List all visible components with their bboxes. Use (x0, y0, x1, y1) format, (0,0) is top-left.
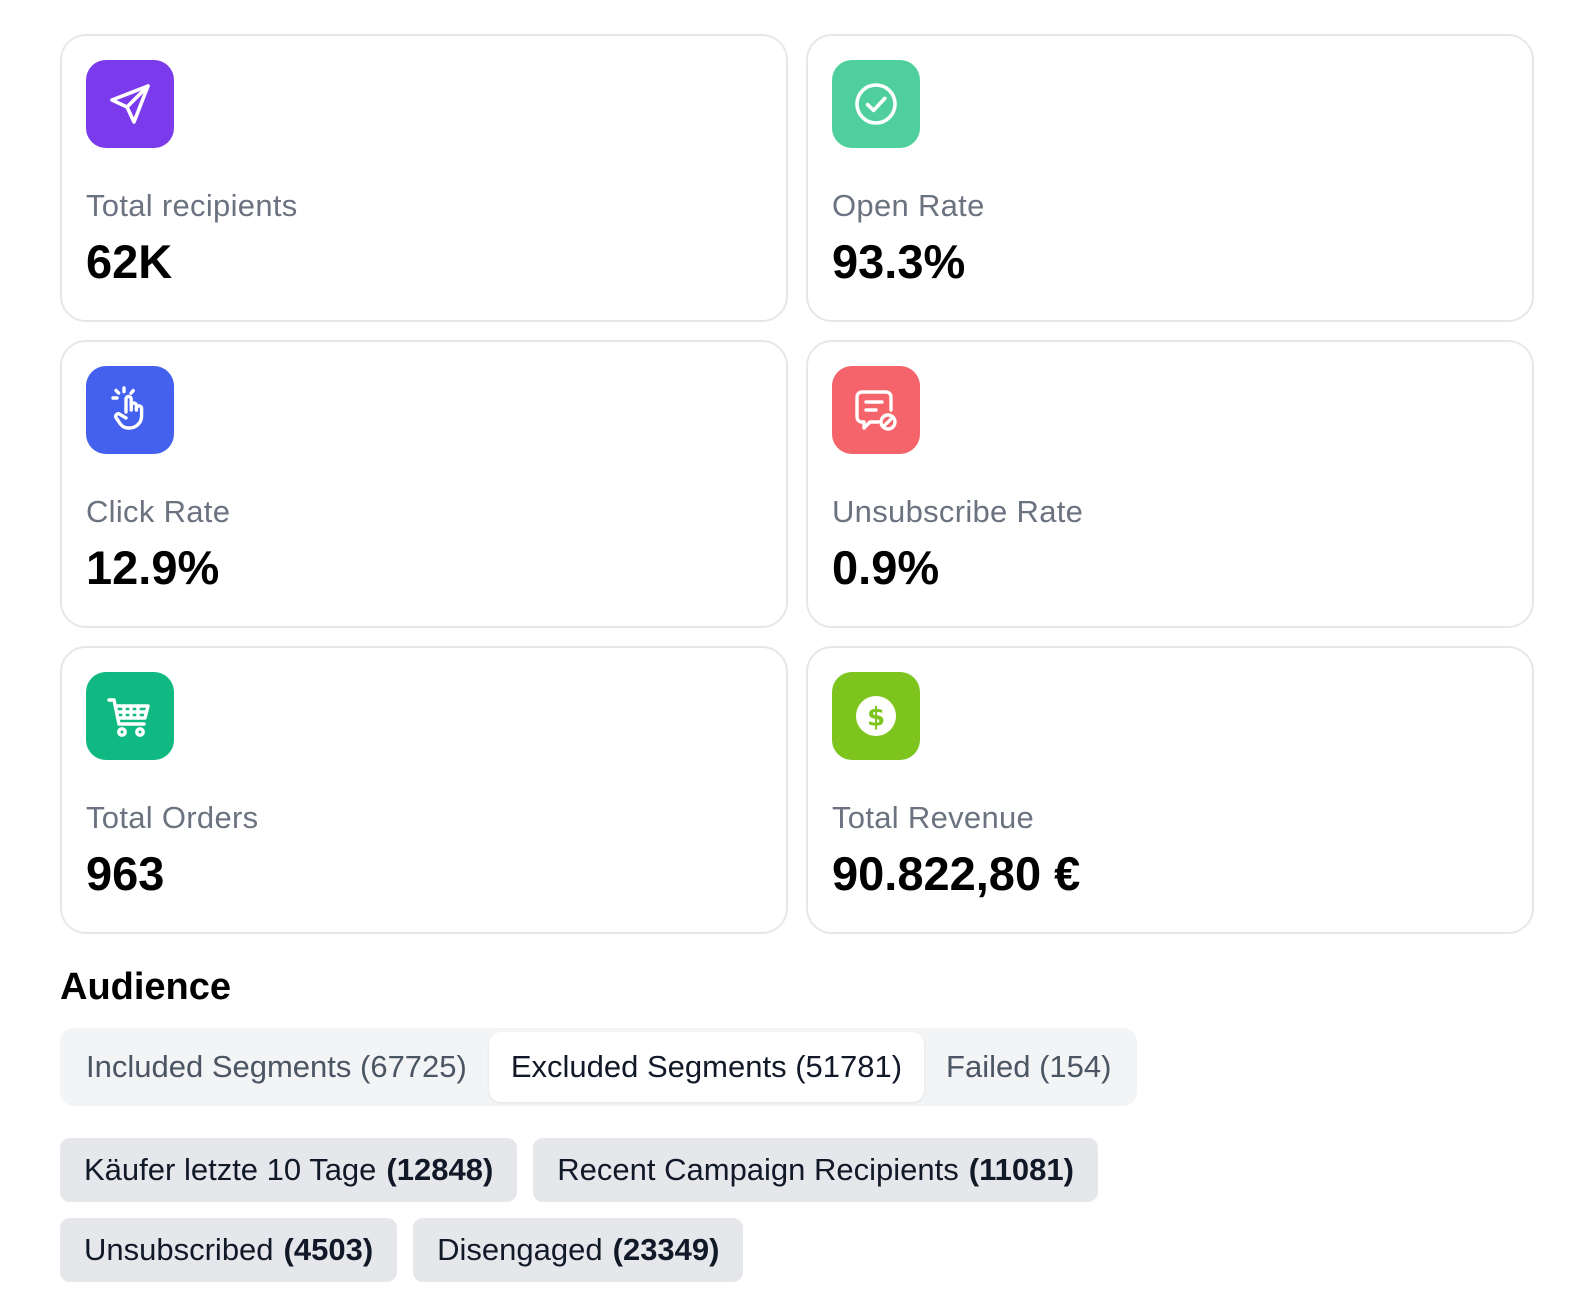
segment-name: Käufer letzte 10 Tage (84, 1152, 377, 1187)
click-hand-icon (86, 366, 174, 454)
audience-tabs: Included Segments (67725) Excluded Segme… (60, 1028, 1138, 1106)
segment-count: (12848) (386, 1152, 494, 1187)
stat-card-total-recipients: Total recipients 62K (60, 34, 788, 322)
stat-card-unsubscribe-rate: Unsubscribe Rate 0.9% (806, 340, 1534, 628)
segment-chip: Unsubscribed (4503) (60, 1218, 398, 1282)
segment-name: Unsubscribed (84, 1232, 274, 1267)
send-icon (86, 60, 174, 148)
segment-name: Disengaged (437, 1232, 603, 1267)
segment-chip: Käufer letzte 10 Tage (12848) (60, 1138, 518, 1202)
svg-text:$: $ (867, 703, 885, 733)
stat-card-total-orders: Total Orders 963 (60, 646, 788, 934)
audience-title: Audience (60, 966, 232, 1008)
stat-value: 90.822,80 € (832, 847, 1081, 900)
stat-label: Open Rate (832, 188, 985, 223)
stat-value: 62K (86, 235, 173, 288)
segment-chips: Käufer letzte 10 Tage (12848) Recent Cam… (60, 1138, 1260, 1282)
tab-included-segments[interactable]: Included Segments (67725) (86, 1049, 467, 1084)
tab-failed[interactable]: Failed (154) (946, 1049, 1112, 1084)
stat-value: 0.9% (832, 541, 940, 594)
stat-label: Click Rate (86, 494, 231, 529)
check-circle-icon (832, 60, 920, 148)
segment-count: (4503) (283, 1232, 374, 1267)
stats-grid: Total recipients 62K Open Rate 93.3% (60, 34, 1534, 934)
segment-chip: Recent Campaign Recipients (11081) (533, 1138, 1098, 1202)
stat-value: 93.3% (832, 235, 966, 288)
tab-excluded-segments[interactable]: Excluded Segments (51781) (488, 1032, 925, 1102)
segment-count: (11081) (968, 1152, 1074, 1187)
segment-chip: Disengaged (23349) (413, 1218, 744, 1282)
stat-card-open-rate: Open Rate 93.3% (806, 34, 1534, 322)
stat-label: Total Orders (86, 800, 259, 835)
segment-name: Recent Campaign Recipients (557, 1152, 959, 1187)
shopping-cart-icon (86, 672, 174, 760)
stat-label: Unsubscribe Rate (832, 494, 1084, 529)
stat-card-total-revenue: $ Total Revenue 90.822,80 € (806, 646, 1534, 934)
stat-label: Total recipients (86, 188, 298, 223)
stat-value: 12.9% (86, 541, 220, 594)
segment-count: (23349) (612, 1232, 720, 1267)
dollar-coin-icon: $ (832, 672, 920, 760)
stat-value: 963 (86, 847, 165, 900)
stat-label: Total Revenue (832, 800, 1035, 835)
message-blocked-icon (832, 366, 920, 454)
stat-card-click-rate: Click Rate 12.9% (60, 340, 788, 628)
